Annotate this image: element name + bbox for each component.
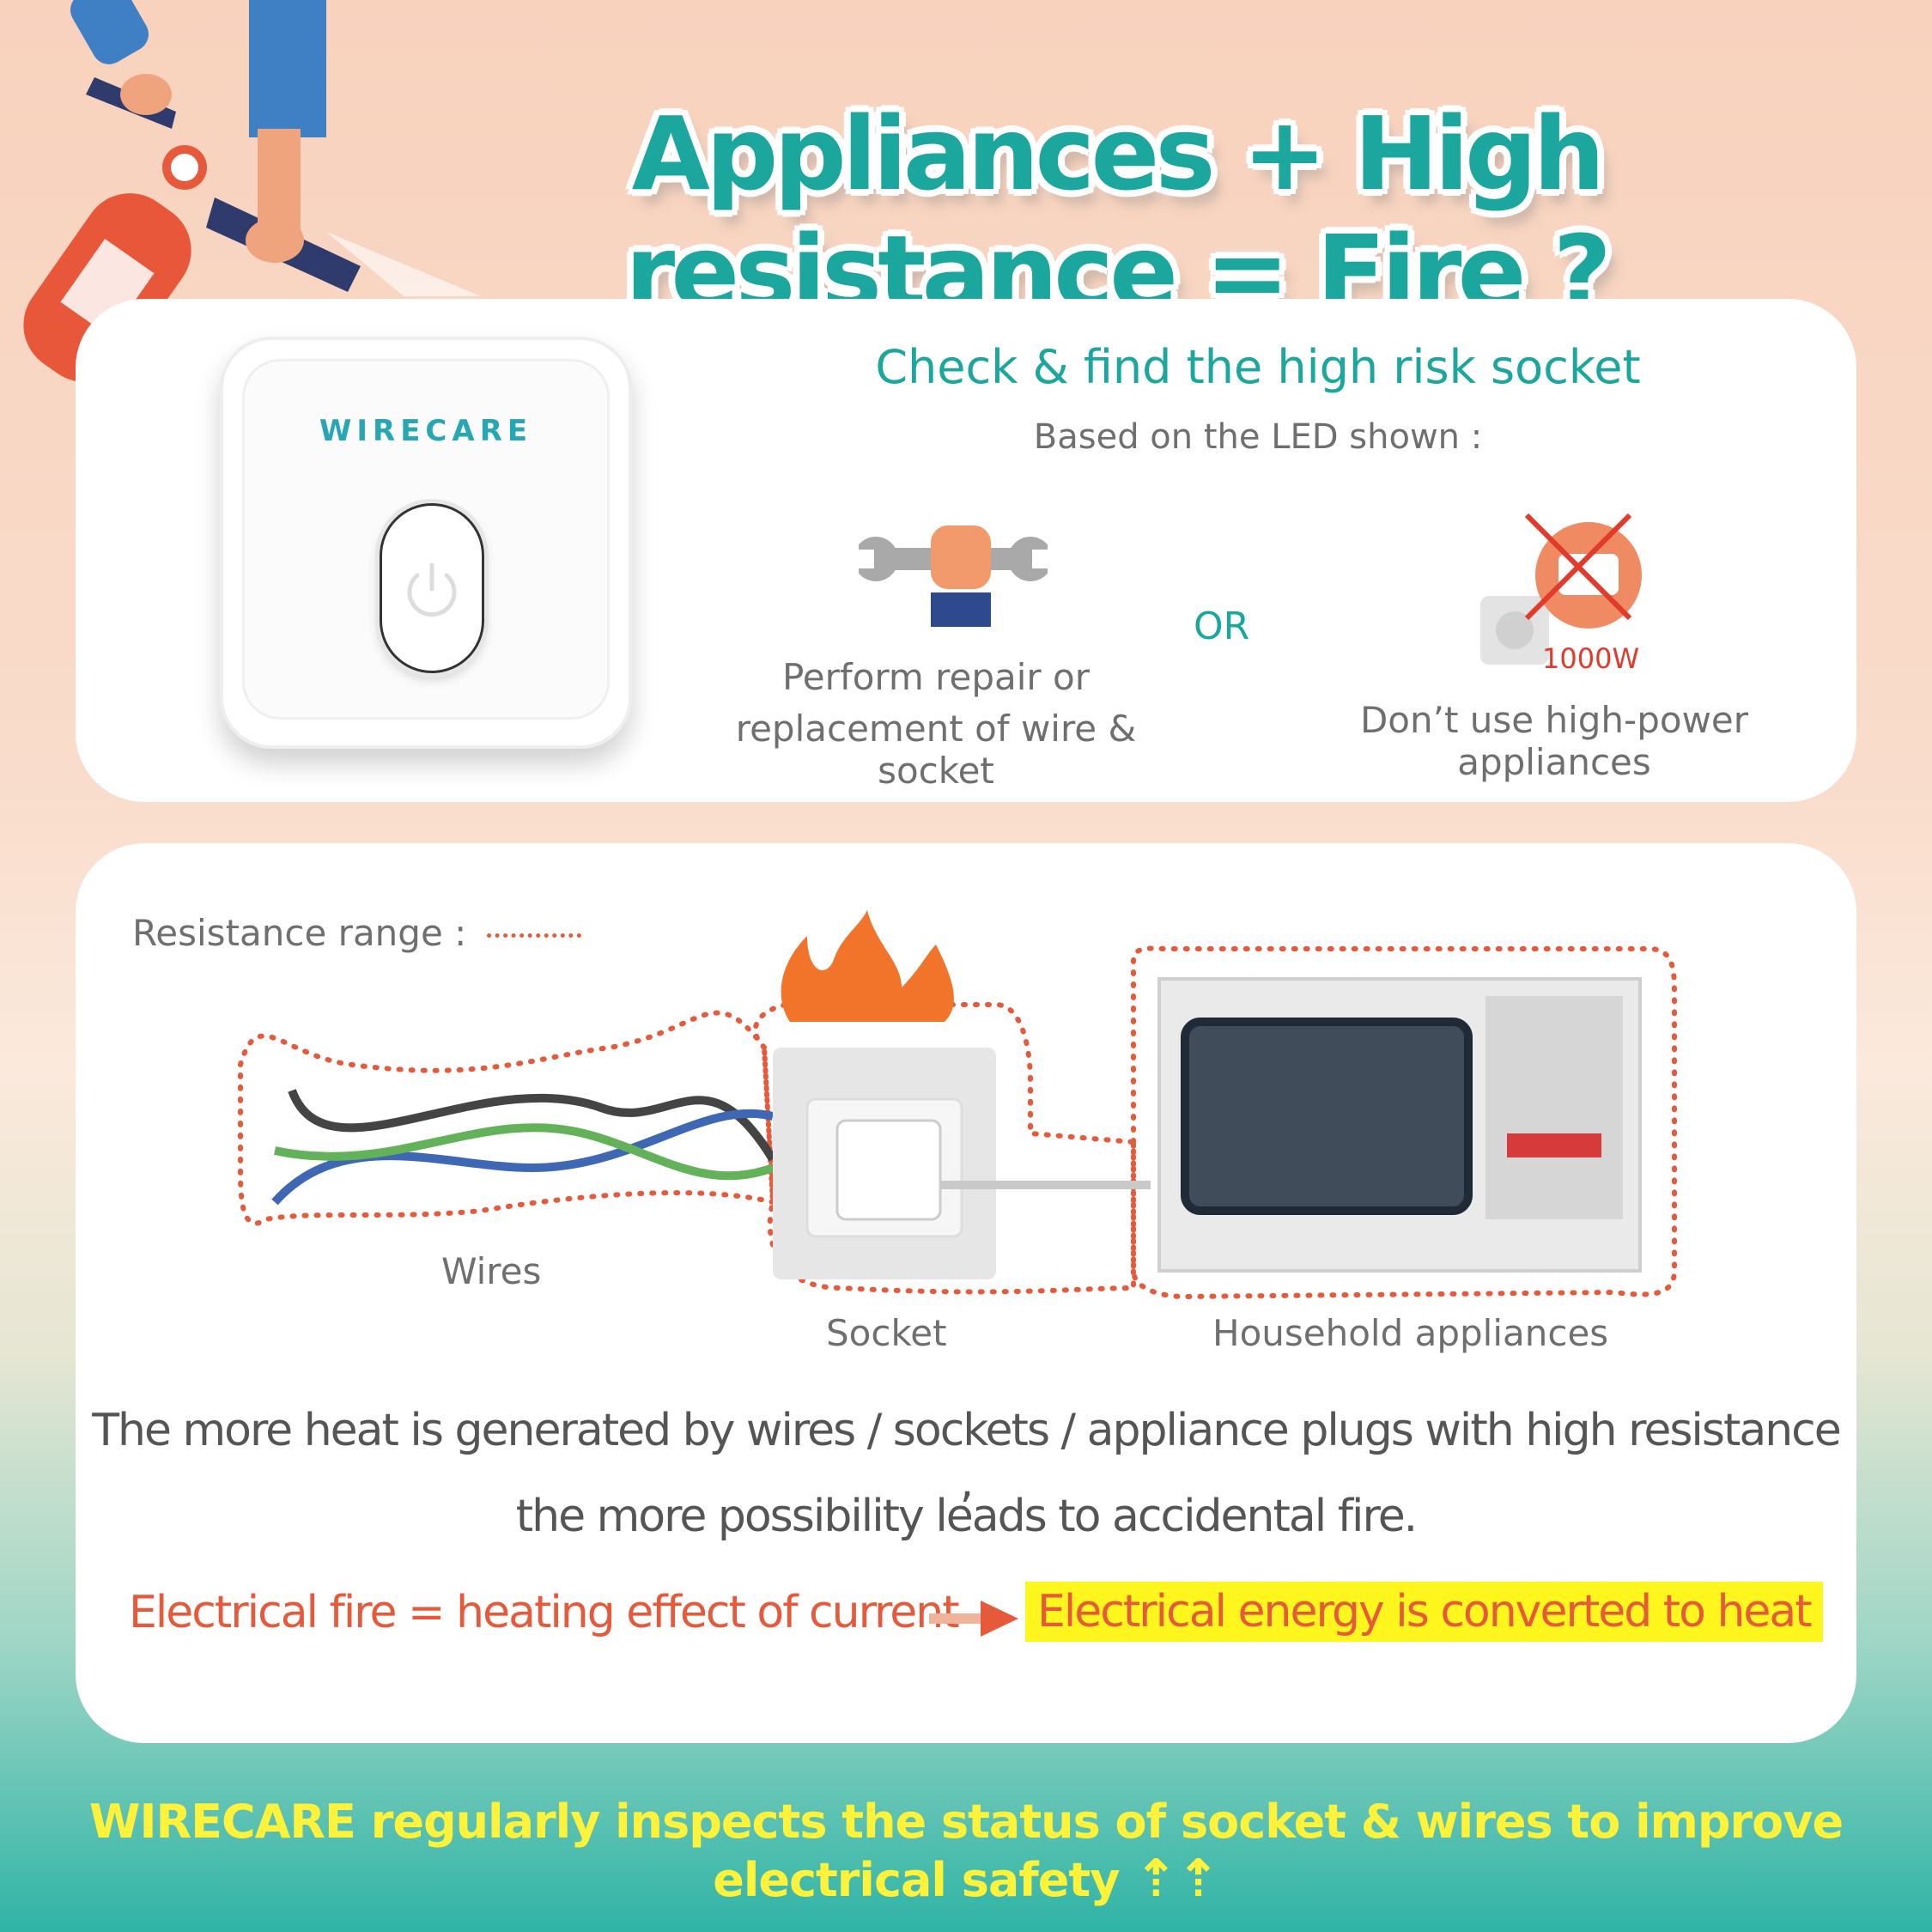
microwave-window [1181,1018,1473,1215]
no-high-power-appliance-icon [1480,513,1642,665]
formula-left: Electrical fire = heating effect of curr… [129,1587,960,1638]
socket-label: Socket [826,1312,947,1354]
option2-label: Don’t use high-power appliances [1359,699,1749,783]
wires-label: Wires [441,1250,542,1292]
arrow-right-icon [929,1601,1018,1637]
power-icon [407,562,457,617]
check-heading: Check & find the high risk socket [875,340,1641,394]
resistance-legend: Resistance range : [132,912,581,954]
fire-icon [781,910,954,1022]
circuit-diagram [238,910,1677,1300]
explanation-line2: the more possibility leads to accidental… [515,1491,1418,1542]
page-title: Appliances + High resistance = Fire ? [625,94,1612,331]
wirecare-device: WIRECARE [220,337,632,749]
option1-line1: Perform repair or [781,656,1091,698]
footer-label: WIRECARE regularly inspects the status o… [88,1795,1844,1907]
wrench-repair-icon [859,526,1048,627]
appliance-label: Household appliances [1212,1312,1609,1354]
device-power-button [380,503,484,673]
plug [835,1119,942,1221]
device-brand: WIRECARE [319,414,533,448]
formula-right: Electrical energy is converted to heat [1025,1582,1823,1642]
dotted-line-icon [486,933,581,938]
wire-green [273,1123,775,1181]
arrows-up-icon: ⇡⇡ [1134,1849,1220,1909]
or-label: OR [1194,605,1250,648]
fire-extinguisher-illustration [23,0,481,382]
appliance-resistance-outline [1131,945,1677,1300]
resistance-legend-label: Resistance range : [132,912,467,954]
wire-black [288,1089,777,1162]
option1-line2: replacement of wire & socket [735,708,1137,792]
footer-text: WIRECARE regularly inspects the status o… [0,1795,1932,1909]
check-subheading: Based on the LED shown : [1033,417,1483,457]
microwave-keypad [1485,996,1623,1219]
explanation-line1: The more heat is generated by wires / so… [92,1405,1842,1508]
wattage-label: 1000W [1542,642,1640,675]
